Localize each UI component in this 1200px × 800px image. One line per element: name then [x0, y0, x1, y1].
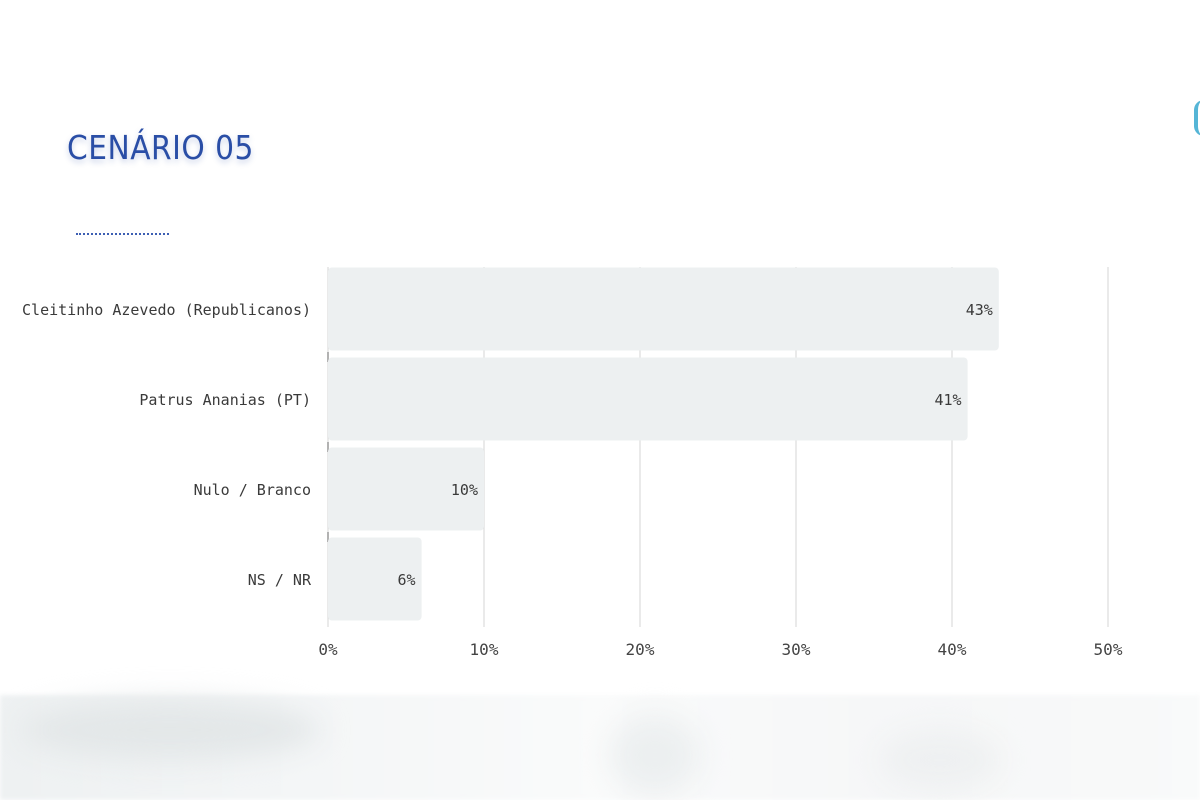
bar: [328, 447, 484, 531]
x-tick-label: 30%: [782, 640, 811, 659]
page-title: CENÁRIO 05: [67, 128, 254, 167]
bars: [328, 267, 999, 621]
x-tick-label: 40%: [938, 640, 967, 659]
category-label: Nulo / Branco: [194, 481, 311, 499]
footer-blur-shape: [20, 700, 320, 760]
x-tick-label: 20%: [626, 640, 655, 659]
bar: [328, 357, 968, 441]
category-label: Cleitinho Azevedo (Republicanos): [22, 301, 311, 319]
bar-chart: 0% 10% 20% 30% 40% 50% 43% Cleitinho Azevedo (R…: [22, 267, 1123, 659]
category-label: Patrus Ananias (PT): [139, 391, 311, 409]
x-tick-label: 0%: [318, 640, 338, 659]
edge-logo-mark: [1194, 100, 1200, 136]
x-tick-label: 10%: [470, 640, 499, 659]
labels: 0% 10% 20% 30% 40% 50% 43% Cleitinho Azevedo (R…: [22, 301, 1123, 659]
bar: [328, 537, 422, 621]
title-underline: [76, 233, 169, 235]
data-label: 10%: [451, 481, 478, 499]
data-label: 43%: [966, 301, 993, 319]
x-tick-label: 50%: [1094, 640, 1123, 659]
data-label: 41%: [935, 391, 962, 409]
footer-blur-shape: [610, 715, 700, 795]
footer-blur-shape: [880, 730, 1000, 790]
bar: [328, 267, 999, 351]
category-label: NS / NR: [248, 571, 312, 589]
data-label: 6%: [398, 571, 416, 589]
